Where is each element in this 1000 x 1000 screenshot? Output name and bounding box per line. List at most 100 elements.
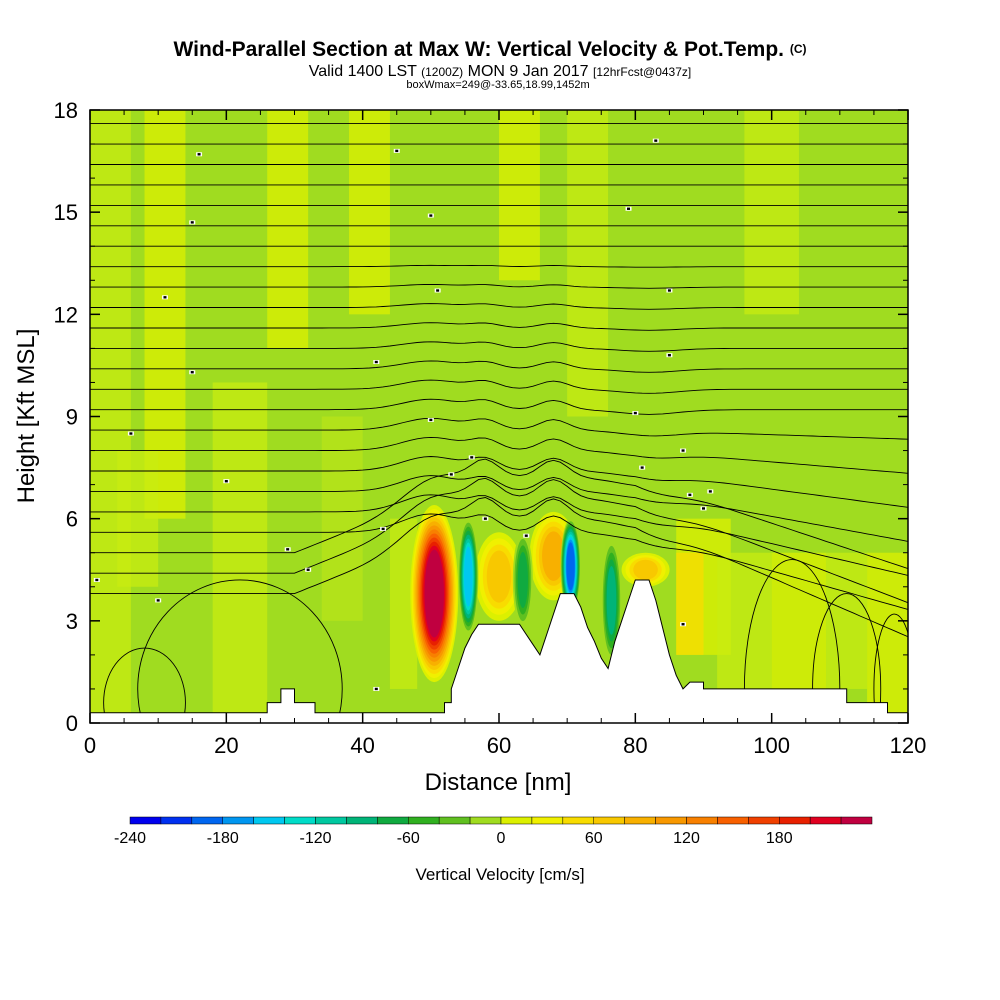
colorbar-swatch: [624, 816, 656, 825]
chart-subtitle: Valid 1400 LST (1200Z) MON 9 Jan 2017 [1…: [309, 63, 692, 80]
vertical-velocity-field: [90, 110, 908, 723]
colorbar-swatch: [408, 816, 440, 825]
isentrope: [90, 360, 908, 373]
colorbar-swatch: [748, 816, 780, 825]
contour-label-mark: [449, 473, 453, 476]
updraft-downdraft-cores: [410, 505, 670, 683]
colorbar-tick-label: 60: [585, 830, 603, 847]
isentrope: [90, 379, 908, 394]
colorbar: -240 -180 -120 -60 0 60 120 180: [114, 816, 873, 847]
colorbar-swatch: [377, 816, 409, 825]
downdraft-core: [606, 566, 617, 635]
contour-label-mark: [667, 354, 671, 357]
colorbar-swatch: [315, 816, 347, 825]
downdraft-core: [566, 542, 575, 591]
contour-labels: [93, 138, 714, 691]
colorbar-swatch: [779, 816, 811, 825]
downdraft-core: [464, 546, 473, 607]
y-tick-label: 0: [66, 711, 78, 736]
contour-label-mark: [156, 599, 160, 602]
isentrope-loop: [103, 647, 186, 723]
isentrope: [90, 264, 908, 268]
contour-label-mark: [190, 221, 194, 224]
chart-title-text: Wind-Parallel Section at Max W: Vertical…: [173, 38, 784, 61]
contour-label-mark: [374, 360, 378, 364]
isentrope: [90, 398, 908, 415]
y-tick-label: 18: [54, 98, 78, 123]
velocity-band: [744, 110, 799, 315]
chart-title: Wind-Parallel Section at Max W: Vertical…: [173, 38, 806, 61]
colorbar-swatch: [717, 816, 749, 825]
y-tick-label: 6: [66, 507, 78, 532]
isentrope: [90, 456, 908, 508]
colorbar-tick-label: -60: [397, 830, 420, 847]
colorbar-swatch: [284, 816, 316, 825]
colorbar-tick-label: -180: [207, 830, 239, 847]
updraft-core: [486, 550, 512, 603]
contour-label-mark: [163, 296, 167, 299]
colorbar-swatch: [840, 816, 873, 825]
contour-label-mark: [197, 153, 201, 156]
contour-label-mark: [702, 507, 705, 510]
colorbar-tick-label: 0: [497, 830, 506, 847]
contour-label-mark: [374, 687, 378, 691]
contour-label-mark: [640, 466, 644, 469]
isentrope: [90, 458, 908, 570]
colorbar-swatch: [655, 816, 687, 825]
colorbar-swatch: [438, 816, 471, 825]
x-tick-label: 80: [623, 733, 647, 758]
chart-subtitle-2: boxWmax=249@-33.65,18.99,1452m: [406, 79, 589, 91]
plot-area: [90, 110, 908, 723]
contour-label-mark: [429, 214, 433, 217]
colorbar-swatch: [593, 816, 625, 825]
colorbar-swatch: [253, 816, 285, 825]
chart-title-mark: (C): [790, 42, 807, 56]
contour-label-mark: [470, 456, 474, 459]
isentrope: [90, 494, 908, 576]
contour-label-mark: [708, 490, 712, 493]
colorbar-tick-label: 120: [673, 830, 700, 847]
colorbar-swatch: [809, 816, 842, 825]
contour-label-mark: [436, 289, 440, 292]
colorbar-tick-label: -120: [299, 830, 331, 847]
contour-label-mark: [681, 449, 685, 452]
colorbar-tick-label: 180: [766, 830, 793, 847]
y-tick-label: 12: [54, 302, 78, 327]
y-axis-label: Height [Kft MSL]: [13, 329, 40, 504]
isentrope-loop: [137, 579, 343, 723]
x-tick-label: 0: [84, 733, 96, 758]
isentrope: [90, 436, 908, 474]
contour-label-mark: [306, 568, 310, 571]
updraft-core: [424, 549, 444, 638]
velocity-band: [267, 110, 309, 349]
contour-label-mark: [429, 418, 433, 422]
colorbar-swatch: [129, 816, 162, 825]
velocity-band: [117, 450, 159, 587]
colorbar-swatch: [160, 816, 193, 825]
isentrope: [90, 417, 908, 440]
subtitle-utc: (1200Z): [421, 65, 463, 79]
y-tick-label: 3: [66, 609, 78, 634]
x-axis-label: Distance [nm]: [425, 769, 572, 796]
contour-label-mark: [95, 578, 99, 582]
colorbar-swatch: [686, 816, 718, 825]
contour-label-mark: [190, 371, 194, 374]
velocity-band: [321, 416, 363, 621]
x-tick-label: 60: [487, 733, 511, 758]
colorbar-swatch: [469, 816, 502, 825]
terrain: [90, 579, 908, 723]
isentrope: [90, 475, 908, 542]
colorbar-swatch: [191, 816, 223, 825]
potential-temperature-contours: [90, 123, 908, 723]
colorbar-swatch: [500, 816, 533, 825]
contour-label-mark: [627, 207, 631, 210]
x-tick-label: 100: [753, 733, 790, 758]
isentrope: [90, 497, 908, 638]
contour-label-mark: [524, 534, 528, 537]
colorbar-swatch: [222, 816, 254, 825]
x-tick-label: 120: [890, 733, 927, 758]
contour-label-mark: [688, 493, 692, 497]
isentrope: [90, 513, 908, 610]
subtitle-date: MON 9 Jan 2017: [468, 63, 589, 80]
